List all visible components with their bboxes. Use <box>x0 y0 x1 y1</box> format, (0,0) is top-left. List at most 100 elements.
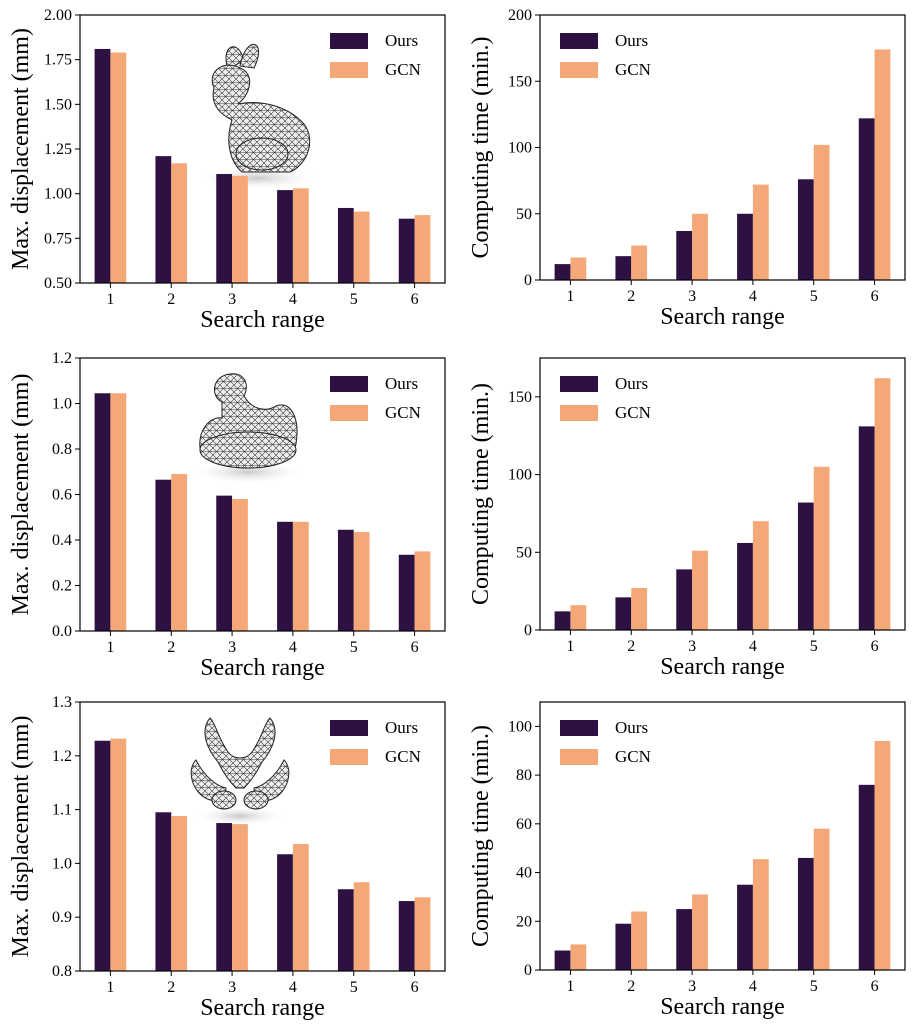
bar-gcn-2 <box>171 474 188 631</box>
y-tick-label: 60 <box>516 816 532 833</box>
y-tick-label: 1.50 <box>44 96 72 113</box>
x-tick-label: 3 <box>688 638 696 655</box>
x-axis-title: Search range <box>200 655 325 681</box>
chart-svg: 1 2 3 4 5 6 0.8 0.9 1.0 1.1 1.2 1.3 Search range Max.… <box>8 694 446 1021</box>
x-tick-label: 2 <box>167 291 175 308</box>
bar-ours-4 <box>277 854 293 971</box>
y-axis-title: Max. displacement (mm) <box>8 28 34 270</box>
y-axis-title: Computing time (min.) <box>468 383 494 605</box>
bar-ours-5 <box>797 857 814 970</box>
x-tick-label: 2 <box>167 639 175 656</box>
y-tick-label: 1.2 <box>52 748 72 765</box>
bar-gcn-6 <box>874 49 891 281</box>
bar-gcn-3 <box>232 499 248 631</box>
y-tick-label: 1.3 <box>52 694 72 711</box>
y-tick-label: 0.50 <box>44 275 72 292</box>
chart-duck-time: 1 2 3 4 5 6 0 50 100 150 Search range Computing tim… <box>460 340 919 680</box>
y-tick-label: 0.75 <box>44 230 72 247</box>
x-tick-label: 5 <box>810 288 818 305</box>
legend-swatch-ours <box>330 33 368 49</box>
plot-frame <box>79 14 446 284</box>
x-axis-title: Search range <box>660 304 785 330</box>
x-tick-label: 2 <box>627 288 635 305</box>
bar-gcn-4 <box>292 844 309 971</box>
bar-ours-3 <box>676 909 693 970</box>
legend-swatch-ours <box>330 720 368 736</box>
x-axis-title: Search range <box>660 654 785 680</box>
bar-ours-3 <box>216 174 233 283</box>
bar-gcn-4 <box>292 188 309 283</box>
legend-label-ours: Ours <box>385 718 418 737</box>
y-tick-label: 1.0 <box>52 855 72 872</box>
legend-label-gcn: GCN <box>385 60 421 79</box>
chart-svg: 1 2 3 4 5 6 0 50 100 150 200 Search range Computing … <box>468 7 906 330</box>
x-axis-title: Search range <box>200 307 325 333</box>
bar-ours-1 <box>94 48 111 283</box>
pelvis-mesh-icon <box>190 717 290 826</box>
x-tick-label: 2 <box>627 978 635 995</box>
bar-ours-6 <box>398 554 415 631</box>
bar-gcn-3 <box>692 894 708 970</box>
legend-swatch-gcn <box>560 62 598 78</box>
legend-label-gcn: GCN <box>615 60 651 79</box>
y-tick-label: 0 <box>524 962 532 979</box>
bar-ours-2 <box>615 923 632 970</box>
y-tick-label: 1.75 <box>44 52 72 69</box>
x-tick-label: 6 <box>411 291 419 308</box>
bar-ours-4 <box>277 190 293 283</box>
legend-label-gcn: GCN <box>615 403 651 422</box>
x-tick-label: 4 <box>289 639 297 656</box>
plot-frame <box>79 357 446 632</box>
bar-gcn-3 <box>232 175 248 283</box>
x-tick-label: 5 <box>810 978 818 995</box>
bar-ours-5 <box>797 502 814 630</box>
x-axis-title: Search range <box>200 995 325 1021</box>
y-tick-label: 100 <box>508 467 532 484</box>
bar-ours-6 <box>858 118 875 280</box>
y-axis-title: Computing time (min.) <box>468 37 494 259</box>
bunny-mesh-icon <box>196 44 320 190</box>
bar-ours-1 <box>554 264 571 280</box>
y-tick-label: 2.00 <box>44 7 72 24</box>
x-tick-label: 1 <box>106 979 114 996</box>
bar-gcn-1 <box>570 605 587 630</box>
x-tick-label: 1 <box>106 639 114 656</box>
plot-frame <box>539 357 906 631</box>
bar-ours-2 <box>155 479 172 631</box>
bar-ours-4 <box>737 213 753 280</box>
legend-label-gcn: GCN <box>385 747 421 766</box>
x-tick-label: 1 <box>566 638 574 655</box>
bar-gcn-5 <box>353 211 370 283</box>
y-tick-label: 20 <box>516 913 532 930</box>
y-tick-label: 80 <box>516 767 532 784</box>
bar-ours-5 <box>337 207 354 283</box>
legend-swatch-gcn <box>330 62 368 78</box>
bar-ours-3 <box>216 823 233 971</box>
x-tick-label: 6 <box>411 979 419 996</box>
x-tick-label: 3 <box>688 288 696 305</box>
bar-gcn-1 <box>110 393 127 631</box>
y-tick-label: 1.2 <box>52 350 72 367</box>
x-tick-label: 3 <box>228 291 236 308</box>
y-tick-label: 0.4 <box>52 532 72 549</box>
legend-swatch-gcn <box>560 405 598 421</box>
bar-gcn-6 <box>874 378 891 630</box>
legend-label-gcn: GCN <box>385 403 421 422</box>
bar-ours-2 <box>615 597 632 630</box>
bar-gcn-2 <box>631 245 648 280</box>
bar-ours-4 <box>737 884 753 970</box>
bar-ours-6 <box>858 784 875 970</box>
bar-ours-1 <box>554 950 571 970</box>
duck-mesh-icon <box>190 373 306 484</box>
plot-frame <box>79 701 446 972</box>
y-tick-label: 1.0 <box>52 396 72 413</box>
x-tick-label: 2 <box>627 638 635 655</box>
bar-gcn-4 <box>752 521 769 630</box>
x-tick-label: 5 <box>350 291 358 308</box>
bar-gcn-5 <box>813 144 830 280</box>
x-tick-label: 6 <box>871 638 879 655</box>
bar-gcn-5 <box>353 882 370 971</box>
bar-gcn-6 <box>414 897 431 971</box>
x-tick-label: 2 <box>167 979 175 996</box>
